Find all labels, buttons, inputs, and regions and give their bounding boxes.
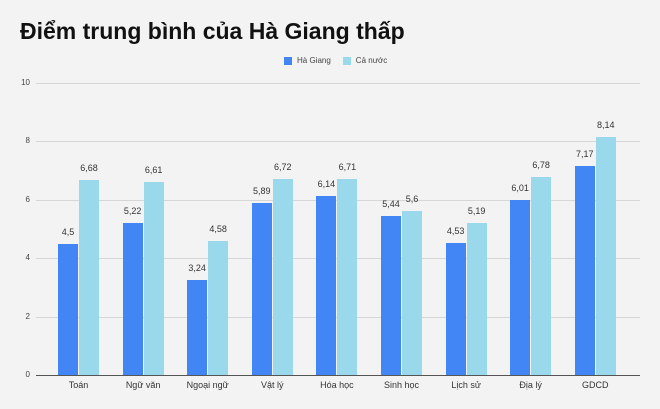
bar-ha-giang xyxy=(122,222,143,375)
legend-swatch-ha-giang xyxy=(284,56,292,65)
data-label: 6,01 xyxy=(511,182,529,193)
x-tick-label: Toán xyxy=(68,380,89,390)
legend-label: Cả nước xyxy=(355,56,388,65)
x-axis-line xyxy=(36,375,640,376)
bar-ca-nuoc xyxy=(466,223,487,375)
bar-ca-nuoc xyxy=(272,178,293,375)
data-label: 6,68 xyxy=(80,162,98,173)
gridline xyxy=(36,141,640,143)
bar-ca-nuoc xyxy=(595,137,616,375)
x-tick-label: Ngoại ngữ xyxy=(186,380,229,390)
legend-label: Hà Giang xyxy=(297,56,331,65)
bar-ca-nuoc xyxy=(337,179,358,375)
y-tick-label: 4 xyxy=(25,253,30,263)
x-tick-label: Ngữ văn xyxy=(125,380,161,390)
y-tick-label: 0 xyxy=(25,370,30,379)
y-tick-label: 8 xyxy=(25,136,30,146)
bar-ha-giang xyxy=(251,203,272,375)
x-tick-label: Địa lý xyxy=(519,380,542,390)
bar-ca-nuoc xyxy=(531,177,552,375)
legend-swatch-ca-nuoc xyxy=(342,56,351,65)
bar-ha-giang xyxy=(187,280,208,375)
data-label: 6,78 xyxy=(532,160,550,171)
data-label: 5,6 xyxy=(405,194,419,205)
bar-ca-nuoc xyxy=(79,179,99,375)
data-label: 5,22 xyxy=(123,205,142,216)
bar-ha-giang xyxy=(381,216,401,375)
data-label: 8,14 xyxy=(597,120,615,131)
data-label: 6,14 xyxy=(317,178,336,189)
bar-ca-nuoc xyxy=(402,211,422,375)
x-tick-label: Vật lý xyxy=(261,380,284,390)
bar-ca-nuoc xyxy=(143,181,164,375)
x-tick-label: Hóa học xyxy=(320,380,354,390)
data-label: 5,44 xyxy=(382,199,400,210)
data-label: 4,53 xyxy=(446,225,465,236)
chart-title: Điểm trung bình của Hà Giang thấp xyxy=(20,18,405,44)
data-label: 5,19 xyxy=(467,206,486,217)
legend-item-ca-nuoc: Cả nước xyxy=(342,56,388,65)
x-tick-label: GDCD xyxy=(582,380,609,390)
bar-ha-giang xyxy=(574,165,595,375)
data-label: 6,71 xyxy=(338,162,357,173)
y-tick-label: 10 xyxy=(21,78,30,87)
data-label: 4,5 xyxy=(61,226,75,237)
x-tick-label: Sinh học xyxy=(383,380,420,390)
y-tick-label: 6 xyxy=(25,194,30,204)
bar-ca-nuoc xyxy=(208,241,229,375)
data-label: 6,61 xyxy=(144,164,163,175)
data-label: 4,58 xyxy=(209,224,227,235)
data-label: 6,72 xyxy=(274,161,292,172)
data-label: 5,89 xyxy=(253,186,271,196)
bar-ha-giang xyxy=(510,199,531,375)
data-label: 3,24 xyxy=(188,263,206,274)
gridline xyxy=(36,83,640,84)
chart-legend: Hà Giang Cả nước xyxy=(284,56,387,65)
bar-ha-giang xyxy=(445,242,466,375)
bar-ha-giang xyxy=(316,195,337,375)
data-label: 7,17 xyxy=(576,148,594,159)
y-tick-label: 2 xyxy=(25,311,30,321)
legend-item-ha-giang: Hà Giang xyxy=(284,56,331,65)
bar-ha-giang xyxy=(58,243,78,375)
x-tick-label: Lịch sử xyxy=(451,380,481,390)
